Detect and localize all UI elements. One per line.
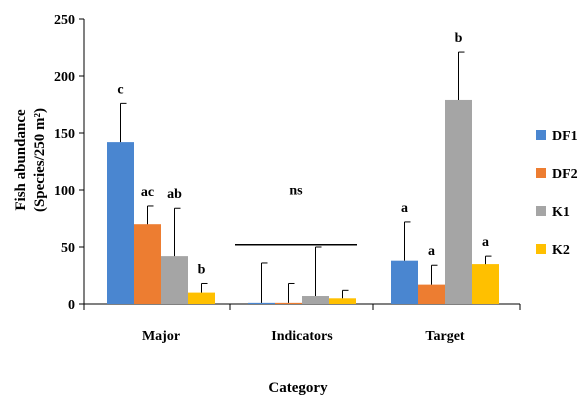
chart-legend: DF1 DF2 K1 K2 xyxy=(536,129,578,258)
legend-label: K1 xyxy=(552,205,570,220)
legend-label: K2 xyxy=(552,243,570,258)
chart-bars xyxy=(107,99,499,304)
bar xyxy=(391,260,418,304)
significance-label: c xyxy=(117,82,123,97)
x-tick-label: Target xyxy=(425,329,464,344)
legend-label: DF2 xyxy=(552,167,578,182)
bar xyxy=(329,298,356,304)
y-axis-title-line2: (Species/250 m²) xyxy=(32,108,48,212)
significance-label: b xyxy=(455,31,463,46)
bar xyxy=(302,296,329,304)
chart-axes: 0 50 100 150 200 250 Major Indicators Target xyxy=(54,13,521,344)
y-tick-label: 200 xyxy=(54,70,75,85)
legend-swatch xyxy=(536,206,546,216)
legend-swatch xyxy=(536,168,546,178)
bar xyxy=(107,142,134,304)
significance-label: ab xyxy=(167,187,182,202)
bar xyxy=(161,256,188,304)
bar xyxy=(248,302,275,304)
significance-label: a xyxy=(401,201,408,216)
x-tick-label: Indicators xyxy=(271,329,333,344)
x-axis-title: Category xyxy=(268,380,328,396)
significance-label: a xyxy=(428,244,435,259)
bar xyxy=(445,99,472,304)
legend-swatch xyxy=(536,244,546,254)
y-tick-label: 100 xyxy=(54,184,75,199)
bar xyxy=(418,284,445,304)
y-tick-label: 50 xyxy=(61,241,75,256)
legend-swatch xyxy=(536,130,546,140)
bar xyxy=(188,292,215,304)
y-axis-title-line1: Fish abundance xyxy=(13,109,29,211)
ns-label: ns xyxy=(289,184,303,199)
significance-label: b xyxy=(198,262,206,277)
bar xyxy=(275,302,302,304)
bar xyxy=(472,264,499,304)
legend-label: DF1 xyxy=(552,129,578,144)
y-tick-label: 250 xyxy=(54,13,75,28)
significance-label: a xyxy=(482,235,489,250)
y-tick-label: 150 xyxy=(54,127,75,142)
x-tick-label: Major xyxy=(142,329,180,344)
y-tick-label: 0 xyxy=(68,298,75,313)
chart-error-bars xyxy=(120,51,492,303)
significance-label: ac xyxy=(141,185,154,200)
bar xyxy=(134,224,161,304)
